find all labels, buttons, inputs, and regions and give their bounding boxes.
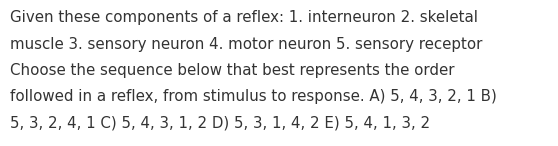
Text: muscle 3. sensory neuron 4. motor neuron 5. sensory receptor: muscle 3. sensory neuron 4. motor neuron… xyxy=(10,36,483,52)
Text: Choose the sequence below that best represents the order: Choose the sequence below that best repr… xyxy=(10,63,455,78)
Text: followed in a reflex, from stimulus to response. A) 5, 4, 3, 2, 1 B): followed in a reflex, from stimulus to r… xyxy=(10,89,497,104)
Text: Given these components of a reflex: 1. interneuron 2. skeletal: Given these components of a reflex: 1. i… xyxy=(10,10,478,25)
Text: 5, 3, 2, 4, 1 C) 5, 4, 3, 1, 2 D) 5, 3, 1, 4, 2 E) 5, 4, 1, 3, 2: 5, 3, 2, 4, 1 C) 5, 4, 3, 1, 2 D) 5, 3, … xyxy=(10,115,430,130)
